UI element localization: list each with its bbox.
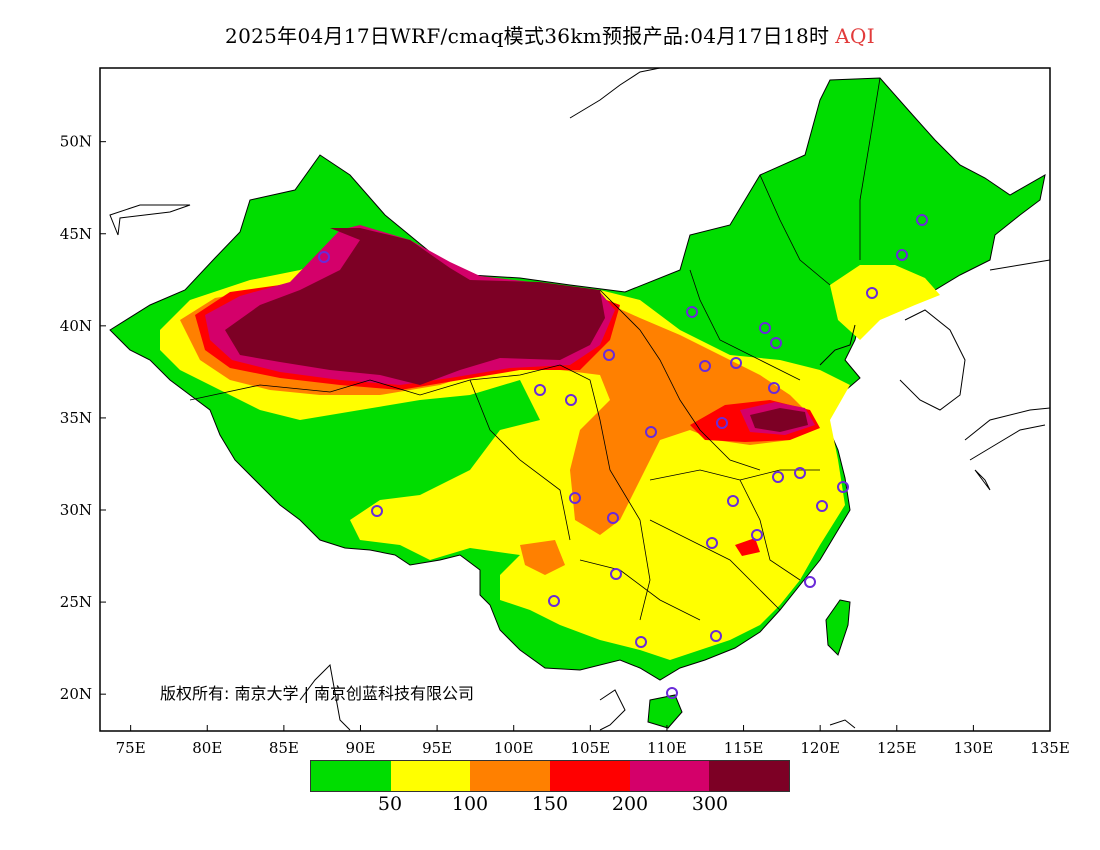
station-marker	[686, 306, 698, 318]
station-marker	[706, 537, 718, 549]
station-marker	[768, 382, 780, 394]
region-orange-south	[520, 540, 565, 575]
station-marker	[837, 481, 849, 493]
region-yellow-ne	[830, 265, 940, 340]
station-marker	[569, 492, 581, 504]
map-layers	[109, 68, 1050, 731]
station-marker	[804, 576, 816, 588]
region-darkred	[225, 228, 605, 385]
map-title: 2025年04月17日WRF/cmaq模式36km预报产品:04月17日18时 A…	[0, 20, 1100, 49]
region-taiwan	[825, 599, 851, 656]
y-tick-label: 45N	[60, 225, 92, 243]
legend-labels: 50 100 150 200 300	[0, 793, 1100, 817]
title-variable: AQI	[835, 24, 875, 48]
station-marker	[318, 251, 330, 263]
station-marker	[635, 636, 647, 648]
y-tick-label: 50N	[60, 133, 92, 151]
station-marker	[896, 249, 908, 261]
region-red-patch	[735, 538, 760, 556]
map-frame	[99, 67, 1051, 732]
station-marker	[816, 500, 828, 512]
x-tick-label: 75E	[116, 739, 146, 757]
legend-label: 50	[377, 793, 403, 815]
x-tick-label: 120E	[800, 739, 840, 757]
x-tick-label: 85E	[269, 739, 299, 757]
station-marker	[759, 322, 771, 334]
x-tick-label: 100E	[494, 739, 534, 757]
station-marker	[371, 505, 383, 517]
legend-swatch-0	[311, 761, 391, 791]
x-tick-label: 125E	[877, 739, 917, 757]
x-tick-label: 80E	[192, 739, 222, 757]
legend-swatch-4	[629, 761, 710, 791]
legend-label: 100	[451, 793, 489, 815]
station-marker	[699, 360, 711, 372]
station-marker	[730, 357, 742, 369]
station-marker	[727, 495, 739, 507]
station-marker	[770, 337, 782, 349]
station-marker	[666, 687, 678, 699]
title-text: 2025年04月17日WRF/cmaq模式36km预报产品:04月17日18时	[225, 24, 830, 48]
y-axis: 50N 45N 40N 35N 30N 25N 20N	[60, 133, 106, 703]
station-marker	[548, 595, 560, 607]
station-marker	[645, 426, 657, 438]
legend-swatch-1	[390, 761, 471, 791]
x-axis: 75E 80E 85E 90E 95E 100E 105E 110E 115E 120E 125E 1…	[116, 725, 1070, 757]
x-tick-label: 110E	[647, 739, 687, 757]
station-marker	[916, 214, 928, 226]
station-marker	[565, 394, 577, 406]
station-marker	[751, 529, 763, 541]
legend-swatch-5	[709, 761, 790, 791]
station-marker	[794, 467, 806, 479]
y-tick-label: 35N	[60, 409, 92, 427]
x-tick-label: 90E	[345, 739, 375, 757]
station-marker	[534, 384, 546, 396]
station-marker	[607, 512, 619, 524]
copyright-notice: 版权所有: 南京大学 | 南京创蓝科技有限公司	[160, 684, 475, 703]
station-marker	[716, 417, 728, 429]
legend-swatch-3	[550, 761, 630, 791]
station-marker	[866, 287, 878, 299]
x-tick-label: 130E	[954, 739, 994, 757]
region-darkred-east	[750, 408, 808, 432]
region-hainan	[647, 694, 683, 729]
x-tick-label: 95E	[422, 739, 452, 757]
y-tick-label: 25N	[60, 593, 92, 611]
y-tick-label: 20N	[60, 685, 92, 703]
x-tick-label: 105E	[571, 739, 611, 757]
legend-swatch-2	[470, 761, 551, 791]
station-marker	[772, 471, 784, 483]
legend-label: 300	[691, 793, 729, 815]
station-marker	[710, 630, 722, 642]
y-tick-label: 30N	[60, 501, 92, 519]
neighbor-coastlines	[109, 68, 1050, 731]
station-marker	[603, 349, 615, 361]
station-markers	[318, 214, 928, 699]
aqi-color-legend	[310, 760, 790, 792]
x-tick-label: 135E	[1030, 739, 1070, 757]
x-tick-label: 115E	[724, 739, 764, 757]
station-marker	[610, 568, 622, 580]
legend-label: 200	[611, 793, 649, 815]
province-borders	[189, 77, 881, 621]
y-tick-label: 40N	[60, 317, 92, 335]
legend-label: 150	[531, 793, 569, 815]
